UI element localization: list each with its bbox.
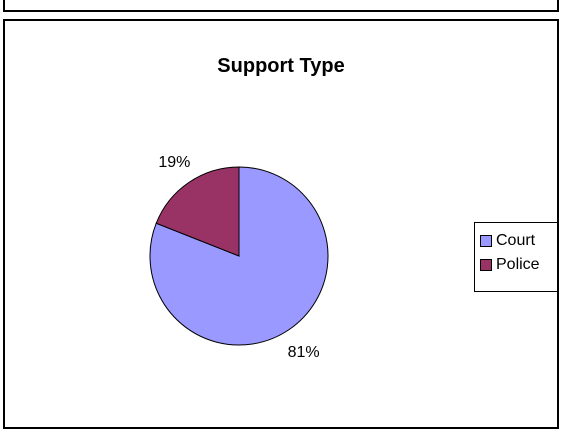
chart-title: Support Type [217,55,345,77]
data-label-police: 19% [158,154,190,171]
data-label-court: 81% [288,344,320,361]
legend-label-court: Court [496,232,536,249]
legend-item-police: Police [480,253,557,277]
pie-slice-police [155,166,240,257]
legend: Court Police [474,222,558,292]
legend-item-court: Court [480,229,557,253]
top-frame [3,0,559,12]
legend-swatch-police [480,259,492,271]
legend-label-police: Police [496,256,540,273]
legend-swatch-court [480,235,492,247]
